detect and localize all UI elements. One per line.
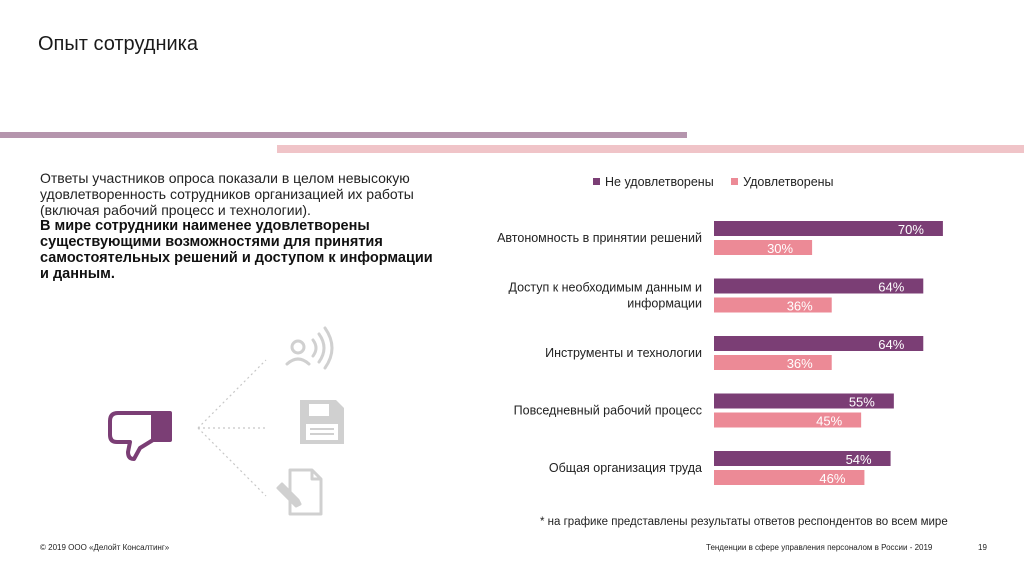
bar-label-series1-2: 64% <box>878 337 904 352</box>
legend-label-series1: Не удовлетворены <box>605 174 714 189</box>
bar-label-series1-3: 55% <box>849 395 875 410</box>
bar-series1-0 <box>714 221 943 236</box>
category-label-0: Автономность в принятии решений <box>497 231 702 245</box>
chart-legend: Не удовлетворены Удовлетворены <box>593 174 848 189</box>
bar-series1-2 <box>714 336 924 351</box>
category-label-1-line0: Доступ к необходимым данным и <box>509 281 702 295</box>
bar-series2-0 <box>714 240 813 255</box>
bar-label-series2-0: 30% <box>767 241 793 256</box>
intro-text: Ответы участников опроса показали в цело… <box>40 170 414 218</box>
footer-copyright: © 2019 ООО «Делойт Консалтинг» <box>40 543 170 552</box>
connector-lines <box>197 359 267 497</box>
page-number: 19 <box>978 543 987 552</box>
legend-swatch-series2 <box>731 178 739 185</box>
category-label-2: Инструменты и технологии <box>545 346 702 360</box>
accent-line-top <box>0 132 687 138</box>
bar-label-series2-4: 46% <box>819 471 845 486</box>
intro-text-block: Ответы участников опроса показали в цело… <box>40 170 440 282</box>
legend-item-series1: Не удовлетворены <box>593 175 714 189</box>
intro-bold-text: В мире сотрудники наименее удовлетворены… <box>40 218 433 282</box>
bar-series1-3 <box>714 393 894 409</box>
bar-label-series1-4: 54% <box>846 452 872 467</box>
bar-series2-1 <box>714 297 832 313</box>
chart-footnote: * на графике представлены результаты отв… <box>540 516 948 528</box>
bar-label-series1-0: 70% <box>898 222 924 237</box>
accent-line-bottom <box>277 145 1024 153</box>
thumbs-down-icon <box>108 411 172 461</box>
footer-report-title: Тенденции в сфере управления персоналом … <box>706 543 933 552</box>
bar-series2-3 <box>714 412 862 428</box>
document-edit-icon <box>276 468 323 516</box>
legend-label-series2: Удовлетворены <box>743 174 834 189</box>
legend-item-series2: Удовлетворены <box>731 174 834 189</box>
bar-series1-1 <box>714 278 924 294</box>
bar-series2-4 <box>714 470 865 485</box>
bar-series2-2 <box>714 355 832 370</box>
speaking-person-icon <box>285 326 334 370</box>
legend-swatch-series1 <box>593 178 600 185</box>
floppy-disk-icon <box>300 400 344 444</box>
category-label-3: Повседневный рабочий процесс <box>514 404 702 418</box>
bar-series1-4 <box>714 451 891 466</box>
category-label-1-line1: информации <box>627 297 702 311</box>
bar-label-series2-3: 45% <box>816 414 842 429</box>
bar-label-series2-2: 36% <box>787 356 813 371</box>
bar-label-series2-1: 36% <box>787 299 813 314</box>
bar-label-series1-1: 64% <box>878 280 904 295</box>
category-label-4: Общая организация труда <box>549 461 702 475</box>
page-title: Опыт сотрудника <box>38 33 198 55</box>
